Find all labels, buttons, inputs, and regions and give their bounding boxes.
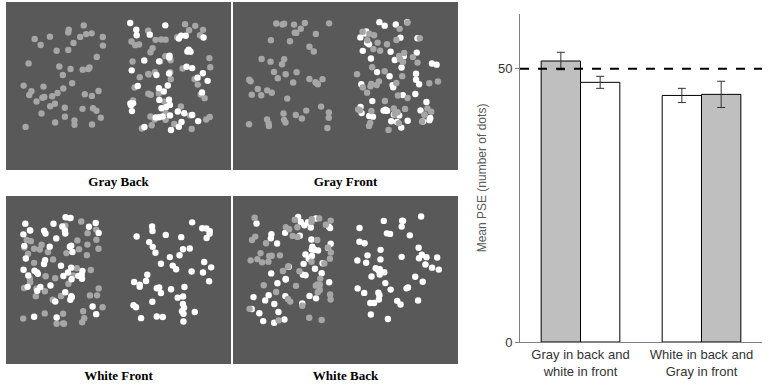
svg-text:0: 0 — [505, 335, 512, 350]
svg-text:White in back andGray in front: White in back andGray in front — [650, 347, 753, 379]
html-text:Gray Front: Gray Front — [313, 174, 378, 189]
html-text:White Back: White Back — [312, 368, 379, 383]
svg-text:Gray in back andwhite in front: Gray in back andwhite in front — [531, 347, 629, 379]
svg-text:50: 50 — [498, 61, 512, 76]
svg-text:Mean PSE (number of dots): Mean PSE (number of dots) — [475, 104, 489, 253]
html-text:White Front: White Front — [84, 368, 153, 383]
html-text:Gray Back: Gray Back — [88, 174, 149, 189]
